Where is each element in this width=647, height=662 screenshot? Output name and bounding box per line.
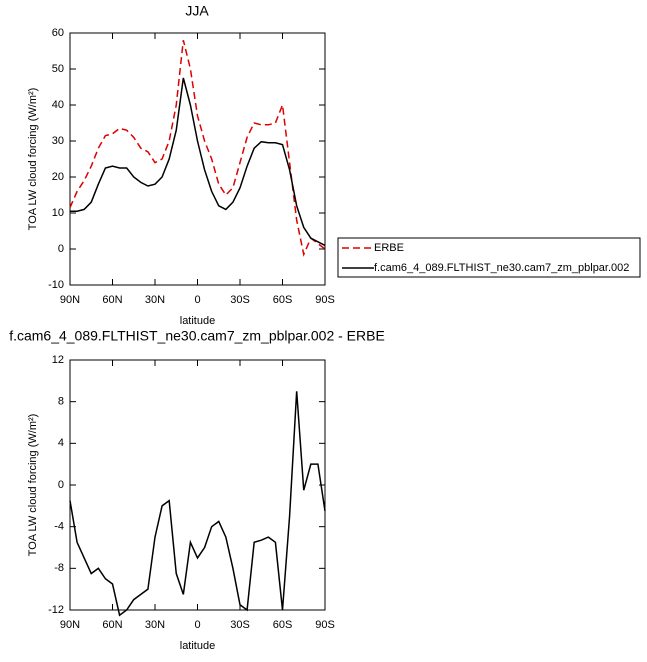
y-tick-label: 0 [58, 243, 64, 255]
x-tick-label: 90S [315, 294, 335, 306]
chart-title: JJA [185, 3, 209, 19]
x-tick-label: 30N [145, 619, 165, 631]
y-tick-label: 60 [52, 27, 64, 39]
x-axis-label: latitude [180, 315, 215, 327]
y-tick-label: 0 [58, 479, 64, 491]
y-tick-label: 40 [52, 99, 64, 111]
y-axis-label: TOA LW cloud forcing (W/m²) [27, 88, 39, 231]
data-line [69, 391, 326, 617]
y-tick-label: -10 [48, 279, 64, 291]
x-tick-label: 90S [315, 619, 335, 631]
x-tick-label: 0 [194, 619, 200, 631]
x-tick-label: 60N [102, 619, 122, 631]
x-tick-label: 0 [194, 294, 200, 306]
x-tick-label: 60N [102, 294, 122, 306]
y-tick-label: -4 [54, 521, 64, 533]
x-axis-label: latitude [180, 640, 215, 652]
y-tick-label: 30 [52, 135, 64, 147]
x-tick-label: 90N [60, 619, 80, 631]
legend-label: ERBE [374, 242, 404, 254]
y-tick-label: 4 [58, 437, 64, 449]
x-tick-label: 90N [60, 294, 80, 306]
x-tick-label: 30S [230, 619, 250, 631]
y-axis-label: TOA LW cloud forcing (W/m²) [27, 414, 39, 557]
data-line [69, 40, 326, 257]
y-tick-label: 10 [52, 207, 64, 219]
x-tick-label: 30N [145, 294, 165, 306]
y-tick-label: 20 [52, 171, 64, 183]
x-tick-label: 30S [230, 294, 250, 306]
data-line [70, 77, 326, 247]
y-tick-label: -12 [48, 604, 64, 616]
y-tick-label: -8 [54, 562, 64, 574]
x-tick-label: 60S [273, 619, 293, 631]
y-tick-label: 12 [52, 354, 64, 366]
plot-frame [69, 359, 326, 611]
y-tick-label: 8 [58, 396, 64, 408]
x-tick-label: 60S [273, 294, 293, 306]
legend-label: f.cam6_4_089.FLTHIST_ne30.cam7_zm_pblpar… [374, 262, 629, 274]
legend-box [337, 237, 641, 278]
chart-title: f.cam6_4_089.FLTHIST_ne30.cam7_zm_pblpar… [9, 328, 385, 344]
y-tick-label: 50 [52, 63, 64, 75]
